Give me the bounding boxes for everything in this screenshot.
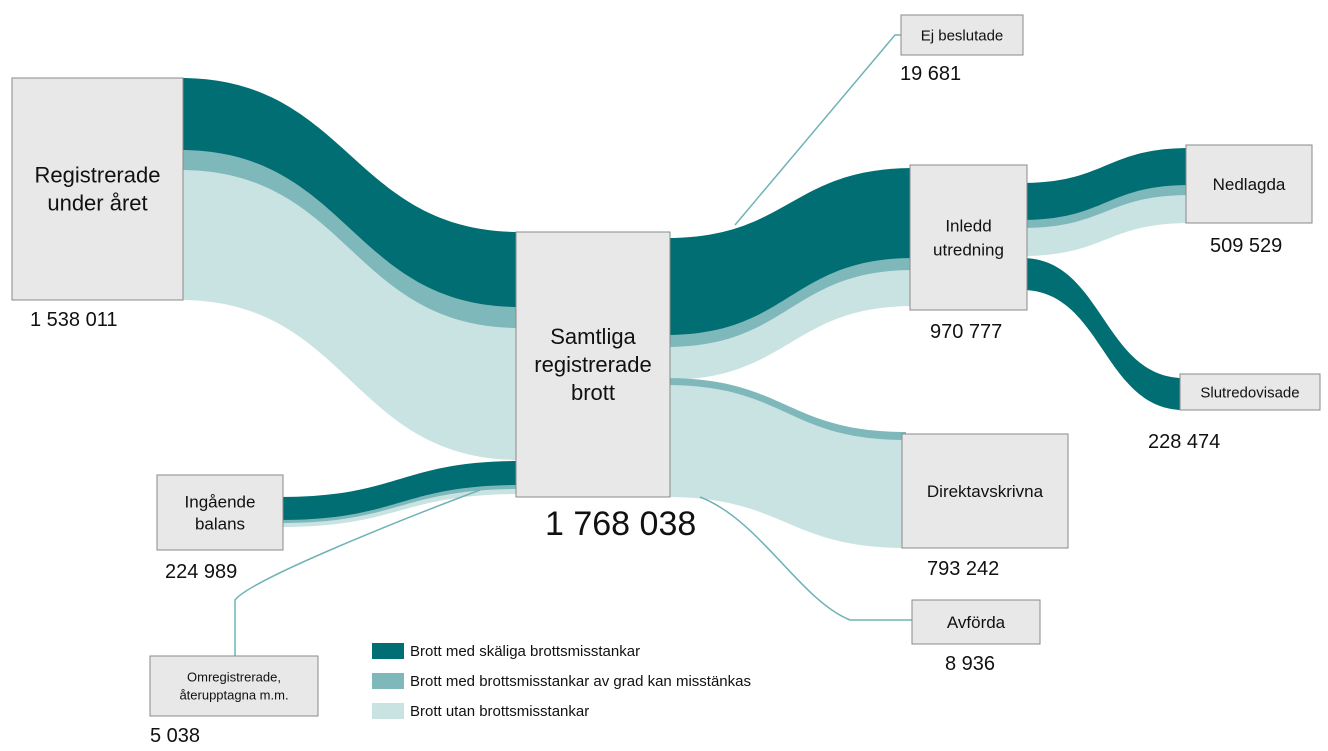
node-label: under året — [47, 191, 147, 216]
node-box — [156, 474, 284, 551]
node-label: Avförda — [947, 613, 1006, 632]
node-value: 1 538 011 — [30, 309, 118, 331]
node-label: Nedlagda — [1213, 175, 1286, 194]
node-label: Samtliga — [550, 324, 636, 349]
legend-swatch — [372, 643, 404, 659]
node-label: Inledd — [945, 216, 991, 235]
flow — [180, 78, 520, 308]
legend-swatch — [372, 673, 404, 689]
legend-label: Brott med skäliga brottsmisstankar — [410, 643, 640, 660]
link-line — [699, 496, 912, 621]
flow — [1022, 148, 1190, 221]
node-label: Ej beslutade — [921, 27, 1004, 44]
flows — [180, 78, 1190, 548]
legend: Brott med skäliga brottsmisstankar Brott … — [372, 643, 751, 720]
node-label: Registrerade — [35, 163, 161, 188]
node-box — [911, 599, 1041, 645]
node-value: 228 474 — [1148, 431, 1220, 453]
node-box — [149, 655, 319, 717]
node-value: 793 242 — [927, 558, 999, 580]
node-label: Direktavskrivna — [927, 482, 1044, 501]
node-value: 19 681 — [900, 63, 961, 85]
flow — [1022, 195, 1190, 256]
node-box — [1185, 144, 1313, 224]
node-value: 509 529 — [1210, 235, 1282, 257]
legend-label: Brott utan brottsmisstankar — [410, 703, 589, 720]
node-label: balans — [195, 514, 245, 533]
flow — [280, 489, 520, 527]
flow — [666, 385, 906, 548]
node-label: Ingående — [185, 492, 256, 511]
node-label: återupptagna m.m. — [179, 688, 288, 703]
link-line — [734, 34, 901, 226]
node-value: 1 768 038 — [545, 505, 696, 543]
flow — [1022, 185, 1190, 229]
node-label: brott — [571, 380, 615, 405]
node-box — [1179, 373, 1321, 411]
flow — [666, 258, 914, 348]
node-box — [11, 77, 184, 301]
flow — [180, 150, 520, 329]
node-box — [900, 14, 1024, 56]
links — [234, 34, 912, 656]
flow — [1022, 258, 1184, 410]
node-value: 224 989 — [165, 561, 237, 583]
flow — [666, 270, 914, 380]
node-label: registrerade — [534, 352, 651, 377]
node-box — [515, 231, 671, 498]
node-label: utredning — [933, 240, 1004, 259]
flow — [280, 485, 520, 524]
flow — [666, 378, 906, 441]
flow — [180, 170, 520, 460]
node-value: 8 936 — [945, 653, 995, 675]
nodes: Registrerade under året 1 538 011 Samtliga r… — [11, 14, 1321, 747]
legend-swatch — [372, 703, 404, 719]
flow — [666, 168, 914, 336]
node-box — [909, 164, 1028, 311]
node-label: Slutredovisade — [1200, 384, 1299, 401]
node-value: 970 777 — [930, 321, 1002, 343]
flow — [280, 461, 520, 521]
node-value: 5 038 — [150, 725, 200, 747]
node-box — [901, 433, 1069, 549]
legend-label: Brott med brottsmisstankar av grad kan m… — [410, 673, 751, 690]
link-line — [234, 489, 481, 656]
node-label: Omregistrerade, — [187, 670, 281, 685]
